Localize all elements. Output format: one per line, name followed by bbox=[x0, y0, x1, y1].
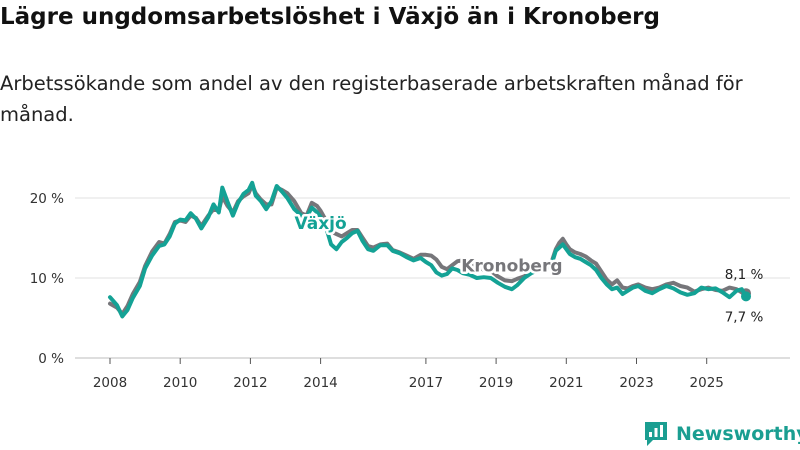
series-label-halo-vaxjo: Växjö bbox=[295, 214, 347, 234]
gridlines bbox=[75, 197, 790, 359]
end-value-label-vaxjo: 7,7 % bbox=[725, 309, 764, 325]
series-label-halo-kronoberg: Kronoberg bbox=[461, 257, 562, 277]
end-marker-vaxjo bbox=[741, 291, 752, 302]
x-tick-label: 2012 bbox=[233, 375, 267, 391]
y-tick-label: 20 % bbox=[30, 191, 64, 207]
x-tick-label: 2019 bbox=[479, 375, 513, 391]
x-axis: 2008 2010 2012 2014 2017 2019 2021 2023 2025 bbox=[93, 358, 724, 391]
end-value-label-kronoberg: 8,1 % bbox=[725, 267, 764, 283]
y-tick-label: 10 % bbox=[30, 271, 64, 287]
x-tick-label: 2014 bbox=[303, 375, 337, 391]
chart-subtitle: Arbetssökande som andel av den registerb… bbox=[0, 72, 743, 126]
series-label-vaxjo: Växjö bbox=[295, 214, 347, 234]
y-axis: 0 % 10 % 20 % bbox=[30, 191, 64, 367]
newsworthy-logo[interactable]: Newsworthy bbox=[644, 420, 800, 448]
x-tick-label: 2023 bbox=[619, 375, 653, 391]
series-line-vaxjo bbox=[108, 180, 748, 319]
x-tick-label: 2021 bbox=[549, 375, 583, 391]
newsworthy-logo-text: Newsworthy bbox=[676, 423, 800, 445]
x-tick-label: 2010 bbox=[163, 375, 197, 391]
x-tick-label: 2017 bbox=[409, 375, 443, 391]
series-lines bbox=[108, 180, 752, 319]
x-tick-label: 2008 bbox=[93, 375, 127, 391]
series-label-kronoberg: Kronoberg bbox=[461, 257, 562, 277]
newsworthy-logo-icon bbox=[645, 422, 667, 446]
y-tick-label: 0 % bbox=[38, 351, 64, 367]
chart-title: Lägre ungdomsarbetslöshet i Växjö än i K… bbox=[0, 4, 660, 30]
x-tick-label: 2025 bbox=[690, 375, 724, 391]
